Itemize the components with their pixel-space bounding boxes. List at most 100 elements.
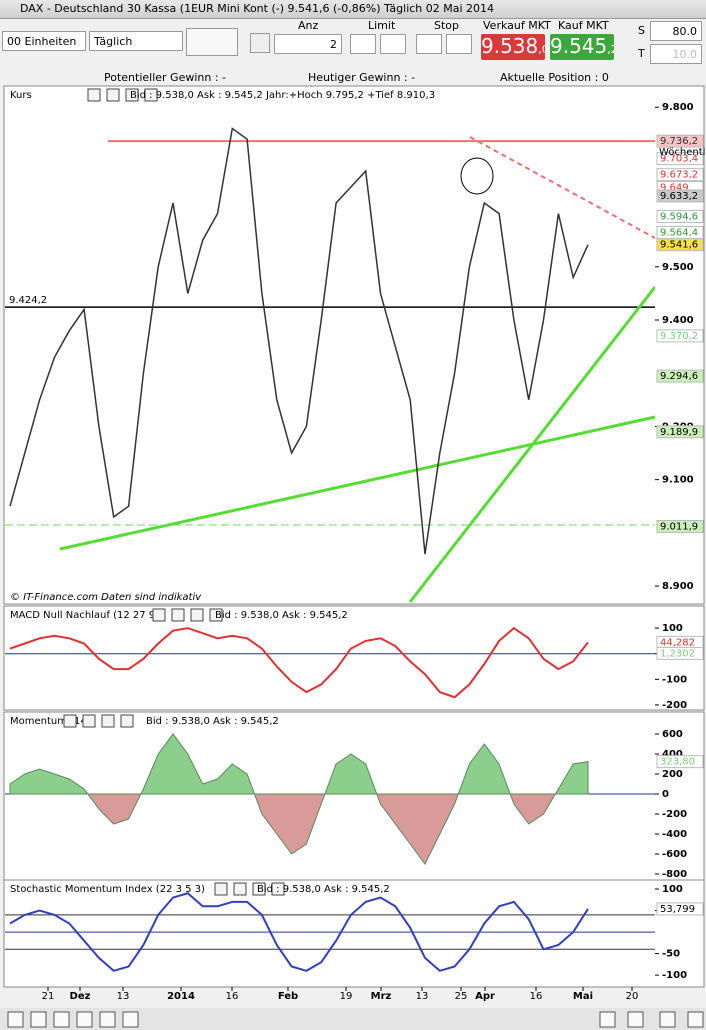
x-tick-label: Dez (70, 991, 91, 1002)
buy-label: Kauf MKT (558, 19, 609, 32)
sell-label: Verkauf MKT (483, 19, 551, 32)
panel-header: Bid : 9.538,0 Ask : 9.545,2 (257, 884, 390, 895)
title-bar: DAX - Deutschland 30 Kassa (1EUR Mini Ko… (0, 0, 706, 19)
level-box (656, 902, 704, 916)
panel-icon (101, 714, 115, 728)
y-tick-label: -200 (662, 809, 687, 820)
panel-header: Bid : 9.538,0 Ask : 9.545,2 (146, 716, 279, 727)
panel-name: Kurs (10, 90, 32, 101)
buy-button[interactable]: 9.545,2 (550, 34, 618, 60)
anz-label: Anz (298, 19, 319, 32)
t-input[interactable]: 10.0 (650, 44, 702, 64)
y-tick-label: -200 (662, 700, 687, 711)
level-label: 9.649 (660, 183, 689, 194)
x-tick-label: Mrz (371, 991, 392, 1002)
panel-icon (106, 88, 120, 102)
tool-icon (7, 1011, 24, 1028)
x-tick-label: 21 (42, 991, 55, 1002)
limit-label: Limit (368, 19, 396, 32)
level-box (656, 520, 704, 534)
panel-header: Bid : 9.538,0 Ask : 9.545,2 Jahr:+Hoch 9… (130, 90, 435, 101)
panel (3, 605, 705, 711)
y-tick-label: 100 (662, 884, 683, 895)
level-label: 9.703,4 (660, 154, 698, 165)
stop-sell[interactable] (446, 34, 472, 54)
level-box (656, 168, 704, 182)
anz-input[interactable]: 2 (274, 34, 342, 54)
plot (5, 733, 655, 865)
momentum-area (9, 733, 589, 865)
y-tick-label: 200 (662, 769, 683, 780)
limit-sell[interactable] (380, 34, 406, 54)
panel (3, 85, 705, 605)
level-label: 323,80 (660, 757, 695, 768)
level-label: 44,282 (660, 637, 695, 648)
period-select[interactable]: Täglich (89, 31, 183, 51)
panel-header: Bid : 9.538,0 Ask : 9.545,2 (215, 610, 348, 621)
y-tick-label: 8.900 (662, 581, 694, 592)
level-label: 9.424,2 (9, 295, 47, 306)
s-label: S (638, 24, 645, 37)
level-label: 9.294,6 (660, 371, 698, 382)
panel-icon (87, 88, 101, 102)
panel-icon (120, 714, 134, 728)
series-line (9, 626, 589, 699)
y-tick-label: -50 (662, 949, 680, 960)
units-select[interactable]: 00 Einheiten (2, 31, 86, 51)
panel-name: Momentum (14) (10, 716, 91, 727)
x-tick-label: 16 (530, 991, 543, 1002)
stop-buy[interactable] (416, 34, 442, 54)
panel (3, 879, 705, 988)
panel-icon (190, 608, 204, 622)
tool-icon (687, 1011, 704, 1028)
plot (5, 626, 655, 699)
limit-buy[interactable] (350, 34, 376, 54)
level-box (656, 209, 704, 223)
level-box (656, 329, 704, 343)
tool-icon (627, 1011, 644, 1028)
chart-icon[interactable] (186, 28, 238, 56)
y-tick-label: 400 (662, 749, 683, 760)
level-box (656, 238, 704, 252)
tool-icon (659, 1011, 676, 1028)
panel-icon (82, 714, 96, 728)
level-label: 9.370,2 (660, 331, 698, 342)
level-label: 9.736,2 (660, 136, 698, 147)
level-label: 9.633,2 (660, 191, 698, 202)
chart-layer: Kurs Bid : 9.538,0 Ask : 9.545,2 Jahr:+Ho… (3, 85, 706, 1002)
tool-icon (122, 1011, 139, 1028)
tool-icon (76, 1011, 93, 1028)
sell-button[interactable]: 9.538,0 (481, 34, 549, 60)
status-today: Heutiger Gewinn : - (308, 71, 416, 84)
y-tick-label: 9.500 (662, 262, 694, 273)
buy-price: 9.545 (550, 34, 608, 58)
panel-icon (125, 88, 139, 102)
x-tick-label: Apr (475, 991, 495, 1002)
y-tick-label: 9.100 (662, 475, 694, 486)
panel-icon (252, 882, 266, 896)
y-tick-label: -600 (662, 849, 687, 860)
t-label: T (638, 47, 645, 60)
x-tick-label: Mai (573, 991, 593, 1002)
tool-icon (599, 1011, 616, 1028)
tool-icon (99, 1011, 116, 1028)
y-tick-label: 0 (662, 789, 669, 800)
panel-icon (171, 608, 185, 622)
x-tick-label: 20 (626, 991, 639, 1002)
level-label: 9.011,9 (660, 522, 698, 533)
level-label: 9.564,4 (660, 228, 698, 239)
wrench-button[interactable] (250, 33, 270, 53)
s-input[interactable]: 80.0 (650, 21, 702, 41)
weekly-label: Wöchentli (659, 147, 706, 158)
panel-icon (144, 88, 158, 102)
plot (5, 892, 655, 972)
y-tick-label: 9.800 (662, 102, 694, 113)
x-tick-label: Feb (278, 991, 298, 1002)
level-label: 53,799 (660, 904, 695, 915)
panel-icon (209, 608, 223, 622)
stop-label: Stop (434, 19, 460, 32)
x-tick-label: 2014 (167, 991, 195, 1002)
panel-name: Stochastic Momentum Index (22 3 5 3) (10, 884, 205, 895)
